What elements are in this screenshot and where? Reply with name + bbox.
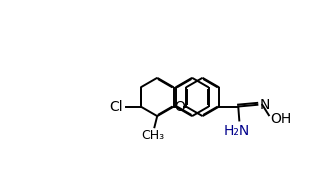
Text: OH: OH: [271, 112, 292, 126]
Text: CH₃: CH₃: [141, 129, 165, 142]
Text: Cl: Cl: [110, 100, 123, 114]
Text: O: O: [174, 100, 185, 114]
Text: N: N: [260, 98, 270, 112]
Text: H₂N: H₂N: [223, 124, 250, 138]
